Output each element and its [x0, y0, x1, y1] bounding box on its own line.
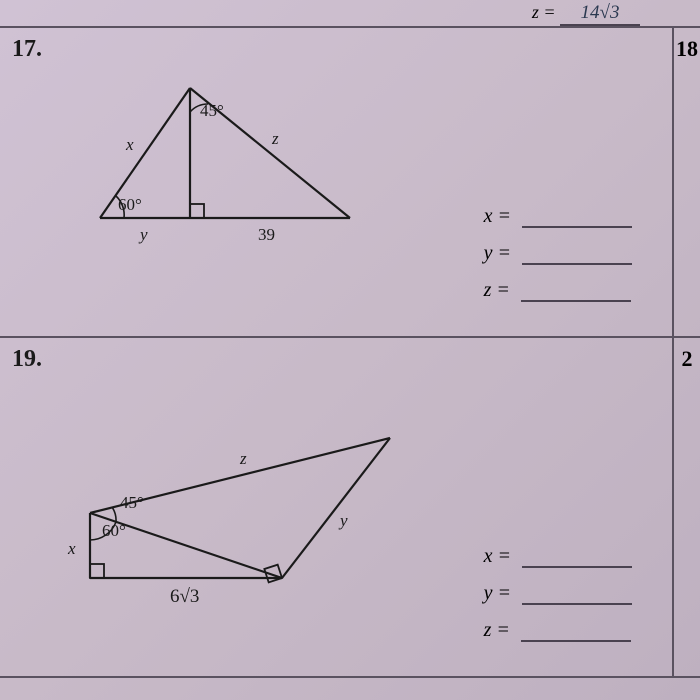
p19-angle-45: 45°: [120, 493, 144, 512]
p19-y-blank: [522, 589, 632, 605]
problem-19-figure: 45° 60° x z y 6√3: [30, 378, 430, 628]
p19-y-row: y =: [484, 582, 632, 605]
p19-side-x: x: [67, 539, 76, 558]
p17-x-blank: [522, 212, 632, 228]
p19-x-label: x =: [484, 545, 511, 567]
problem-19-row: 19. 45° 60° x: [0, 338, 700, 678]
worksheet-page: z = 14√3 17. 45° 60°: [0, 0, 700, 700]
p17-side-z: z: [271, 129, 279, 148]
p17-x-row: x =: [484, 205, 632, 228]
p19-side-z: z: [239, 449, 247, 468]
prev-z-label: z =: [532, 2, 556, 22]
p17-angle-45: 45°: [200, 101, 224, 120]
p19-z-label: z =: [484, 619, 510, 641]
p19-y-label: y =: [484, 582, 511, 604]
p17-x-label: x =: [484, 205, 511, 227]
p17-y-label: y =: [484, 242, 511, 264]
p19-side-y: y: [338, 511, 348, 530]
p19-right-peek: 2: [682, 346, 693, 372]
problem-19-cell: 19. 45° 60° x: [0, 338, 672, 676]
prev-z-blank: 14√3: [560, 2, 640, 26]
p19-angle-60: 60°: [102, 521, 126, 540]
top-strip: z = 14√3: [0, 0, 700, 28]
problem-17-row: 17. 45° 60° x z y 39: [0, 28, 700, 338]
problem-17-figure: 45° 60° x z y 39: [40, 68, 370, 278]
p19-z-row: z =: [484, 619, 632, 642]
p17-angle-60: 60°: [118, 195, 142, 214]
p17-answers: x = y = z =: [484, 191, 632, 316]
p17-y-blank: [522, 249, 632, 265]
p19-base-label: 6√3: [170, 586, 199, 607]
p19-right-edge: 2: [672, 338, 700, 676]
p17-y-row: y =: [484, 242, 632, 265]
p19-answers: x = y = z =: [484, 531, 632, 656]
p17-z-blank: [521, 286, 631, 302]
p17-right-edge: 18: [672, 28, 700, 336]
p19-x-blank: [522, 552, 632, 568]
problem-17-number: 17.: [12, 36, 660, 63]
p17-label-y: y: [138, 225, 148, 244]
p17-side-x: x: [125, 135, 134, 154]
prev-z-value: 14√3: [581, 2, 620, 23]
p19-z-blank: [521, 626, 631, 642]
p19-x-row: x =: [484, 545, 632, 568]
p17-right-peek: 18: [676, 36, 698, 62]
problem-17-cell: 17. 45° 60° x z y 39: [0, 28, 672, 336]
p17-z-label: z =: [484, 279, 510, 301]
p17-z-row: z =: [484, 279, 632, 302]
prev-z-answer: z = 14√3: [532, 2, 640, 26]
problem-19-number: 19.: [12, 346, 660, 373]
p17-label-39: 39: [258, 225, 275, 244]
